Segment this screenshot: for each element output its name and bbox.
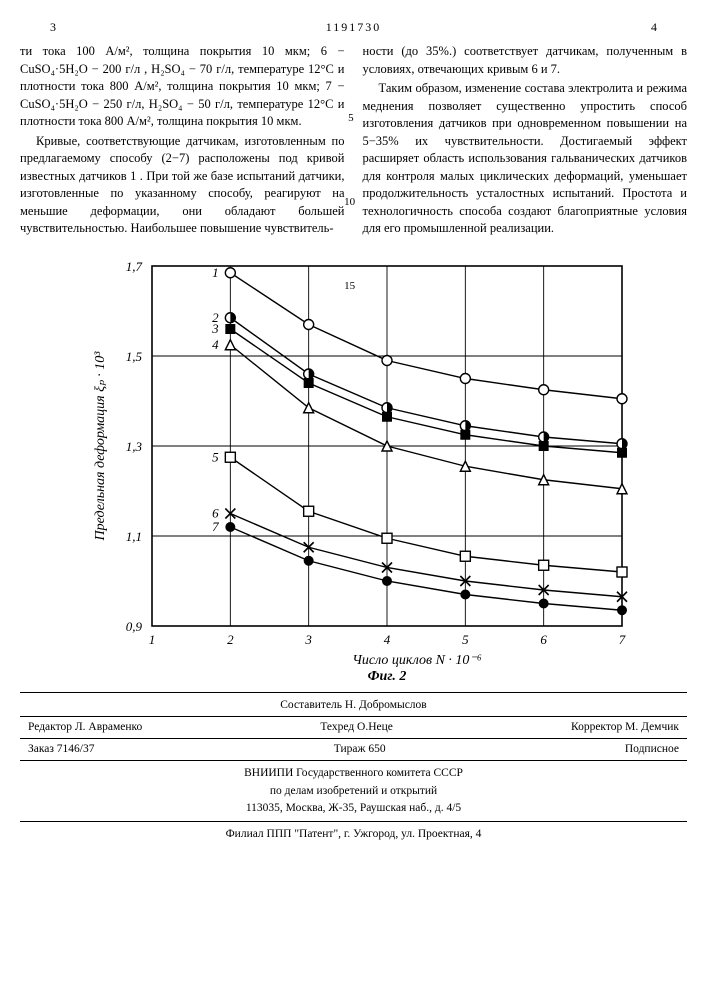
svg-text:4: 4 <box>383 632 390 647</box>
svg-text:3: 3 <box>211 321 219 336</box>
svg-text:1: 1 <box>148 632 155 647</box>
paragraph: ности (до 35%.) соответствует датчикам, … <box>363 43 688 78</box>
paragraph: Кривые, соответствующие датчикам, изгото… <box>20 133 345 238</box>
svg-text:Предельная деформация ξₚ · 10³: Предельная деформация ξₚ · 10³ <box>93 350 108 541</box>
svg-text:3: 3 <box>304 632 312 647</box>
svg-text:7: 7 <box>618 632 625 647</box>
document-number: 1191730 <box>56 20 651 35</box>
svg-text:Число циклов N · 10⁻⁶: Число циклов N · 10⁻⁶ <box>352 653 482 668</box>
svg-text:1: 1 <box>212 264 219 279</box>
corrector: Корректор М. Демчик <box>571 719 679 736</box>
chart-container: 12345670,91,11,31,51,7Число циклов N · 1… <box>20 252 687 682</box>
order: Заказ 7146/37 <box>28 741 95 758</box>
svg-text:0,9: 0,9 <box>125 619 142 634</box>
chart-svg: 12345670,91,11,31,51,7Число циклов N · 1… <box>74 252 634 682</box>
paragraph: ти тока 100 А/м², толщина покрытия 10 мк… <box>20 43 345 131</box>
svg-text:Фиг. 2: Фиг. 2 <box>367 669 406 682</box>
page-header: 3 1191730 4 <box>20 20 687 35</box>
svg-text:5: 5 <box>212 449 219 464</box>
svg-text:1,5: 1,5 <box>125 349 142 364</box>
svg-text:4: 4 <box>212 336 219 351</box>
svg-text:1,7: 1,7 <box>125 259 142 274</box>
paragraph: Таким образом, изменение состава электро… <box>363 80 688 238</box>
footer: Составитель Н. Добромыслов Редактор Л. А… <box>20 692 687 848</box>
footer-credits: Редактор Л. Авраменко Техред О.Неце Корр… <box>20 717 687 739</box>
svg-text:7: 7 <box>212 519 219 534</box>
svg-text:1,3: 1,3 <box>125 439 142 454</box>
line-number: 10 <box>344 195 355 210</box>
right-column: ности (до 35%.) соответствует датчикам, … <box>363 43 688 238</box>
left-column: ти тока 100 А/м², толщина покрытия 10 мк… <box>20 43 345 238</box>
svg-text:6: 6 <box>540 632 547 647</box>
text-columns: ти тока 100 А/м², толщина покрытия 10 мк… <box>20 43 687 238</box>
editor: Редактор Л. Авраменко <box>28 719 142 736</box>
tirage: Тираж 650 <box>334 741 386 758</box>
svg-text:5: 5 <box>462 632 469 647</box>
page-num-right: 4 <box>651 20 657 35</box>
svg-text:1,1: 1,1 <box>125 529 141 544</box>
techred: Техред О.Неце <box>320 719 393 736</box>
compiler: Составитель Н. Добромыслов <box>20 697 687 717</box>
svg-text:2: 2 <box>227 632 234 647</box>
line-number: 15 <box>344 279 355 294</box>
footer-branch: Филиал ППП "Патент", г. Ужгород, ул. Про… <box>20 822 687 847</box>
subscription: Подписное <box>625 741 679 758</box>
footer-print-info: Заказ 7146/37 Тираж 650 Подписное <box>20 739 687 761</box>
line-number: 5 <box>348 111 354 126</box>
footer-org: ВНИИПИ Государственного комитета СССР по… <box>20 761 687 822</box>
